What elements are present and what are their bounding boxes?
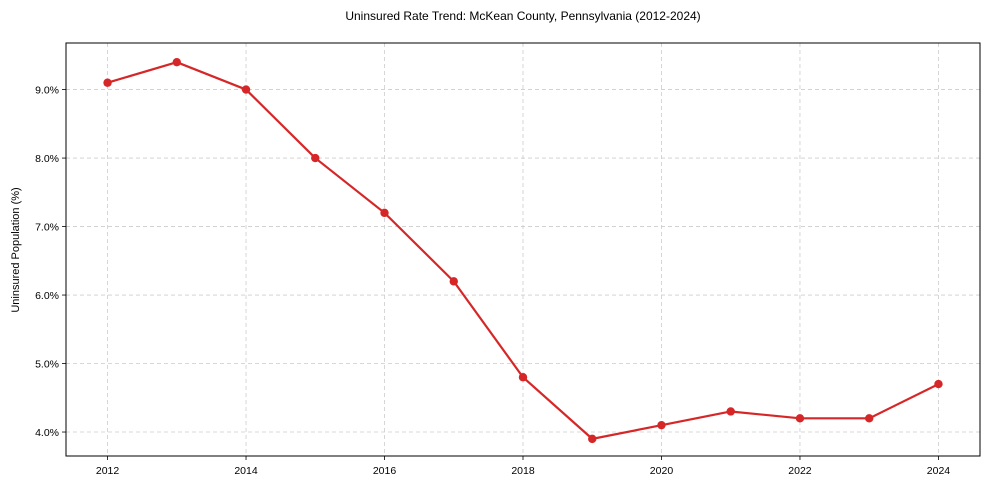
data-point-marker bbox=[865, 414, 874, 423]
grid-lines bbox=[66, 43, 980, 456]
data-point-marker bbox=[449, 277, 458, 286]
data-point-marker bbox=[588, 434, 597, 444]
y-tick-label: 9.0% bbox=[35, 85, 59, 97]
data-point-marker bbox=[380, 208, 389, 218]
x-tick-label: 2014 bbox=[234, 465, 258, 477]
chart-title: Uninsured Rate Trend: McKean County, Pen… bbox=[345, 9, 701, 23]
x-tick-label: 2018 bbox=[511, 465, 535, 477]
data-point-marker bbox=[103, 78, 112, 87]
data-point-marker bbox=[241, 85, 251, 94]
y-tick-label: 7.0% bbox=[35, 222, 59, 234]
x-tick-label: 2024 bbox=[927, 465, 951, 477]
x-tick-label: 2016 bbox=[373, 465, 397, 477]
y-tick-label: 8.0% bbox=[35, 153, 59, 165]
data-point-marker bbox=[657, 420, 666, 430]
y-axis: 4.0% 5.0% 6.0% 7.0% 8.0% 9.0% bbox=[35, 85, 66, 439]
y-tick-label: 6.0% bbox=[35, 290, 59, 302]
x-axis: 2012 2014 2016 2018 2020 2022 2024 bbox=[96, 456, 950, 477]
data-point-marker bbox=[518, 373, 528, 382]
data-point-marker bbox=[172, 57, 181, 67]
data-point-marker bbox=[311, 153, 320, 163]
data-point-marker bbox=[726, 407, 735, 416]
y-axis-label: Uninsured Population (%) bbox=[10, 187, 22, 312]
data-point-marker bbox=[795, 414, 805, 423]
data-series bbox=[103, 57, 943, 444]
x-tick-label: 2022 bbox=[788, 465, 812, 477]
x-tick-label: 2012 bbox=[96, 465, 120, 477]
y-tick-label: 4.0% bbox=[35, 427, 59, 439]
y-tick-label: 5.0% bbox=[35, 359, 59, 371]
data-point-marker bbox=[934, 379, 943, 389]
x-tick-label: 2020 bbox=[650, 465, 674, 477]
